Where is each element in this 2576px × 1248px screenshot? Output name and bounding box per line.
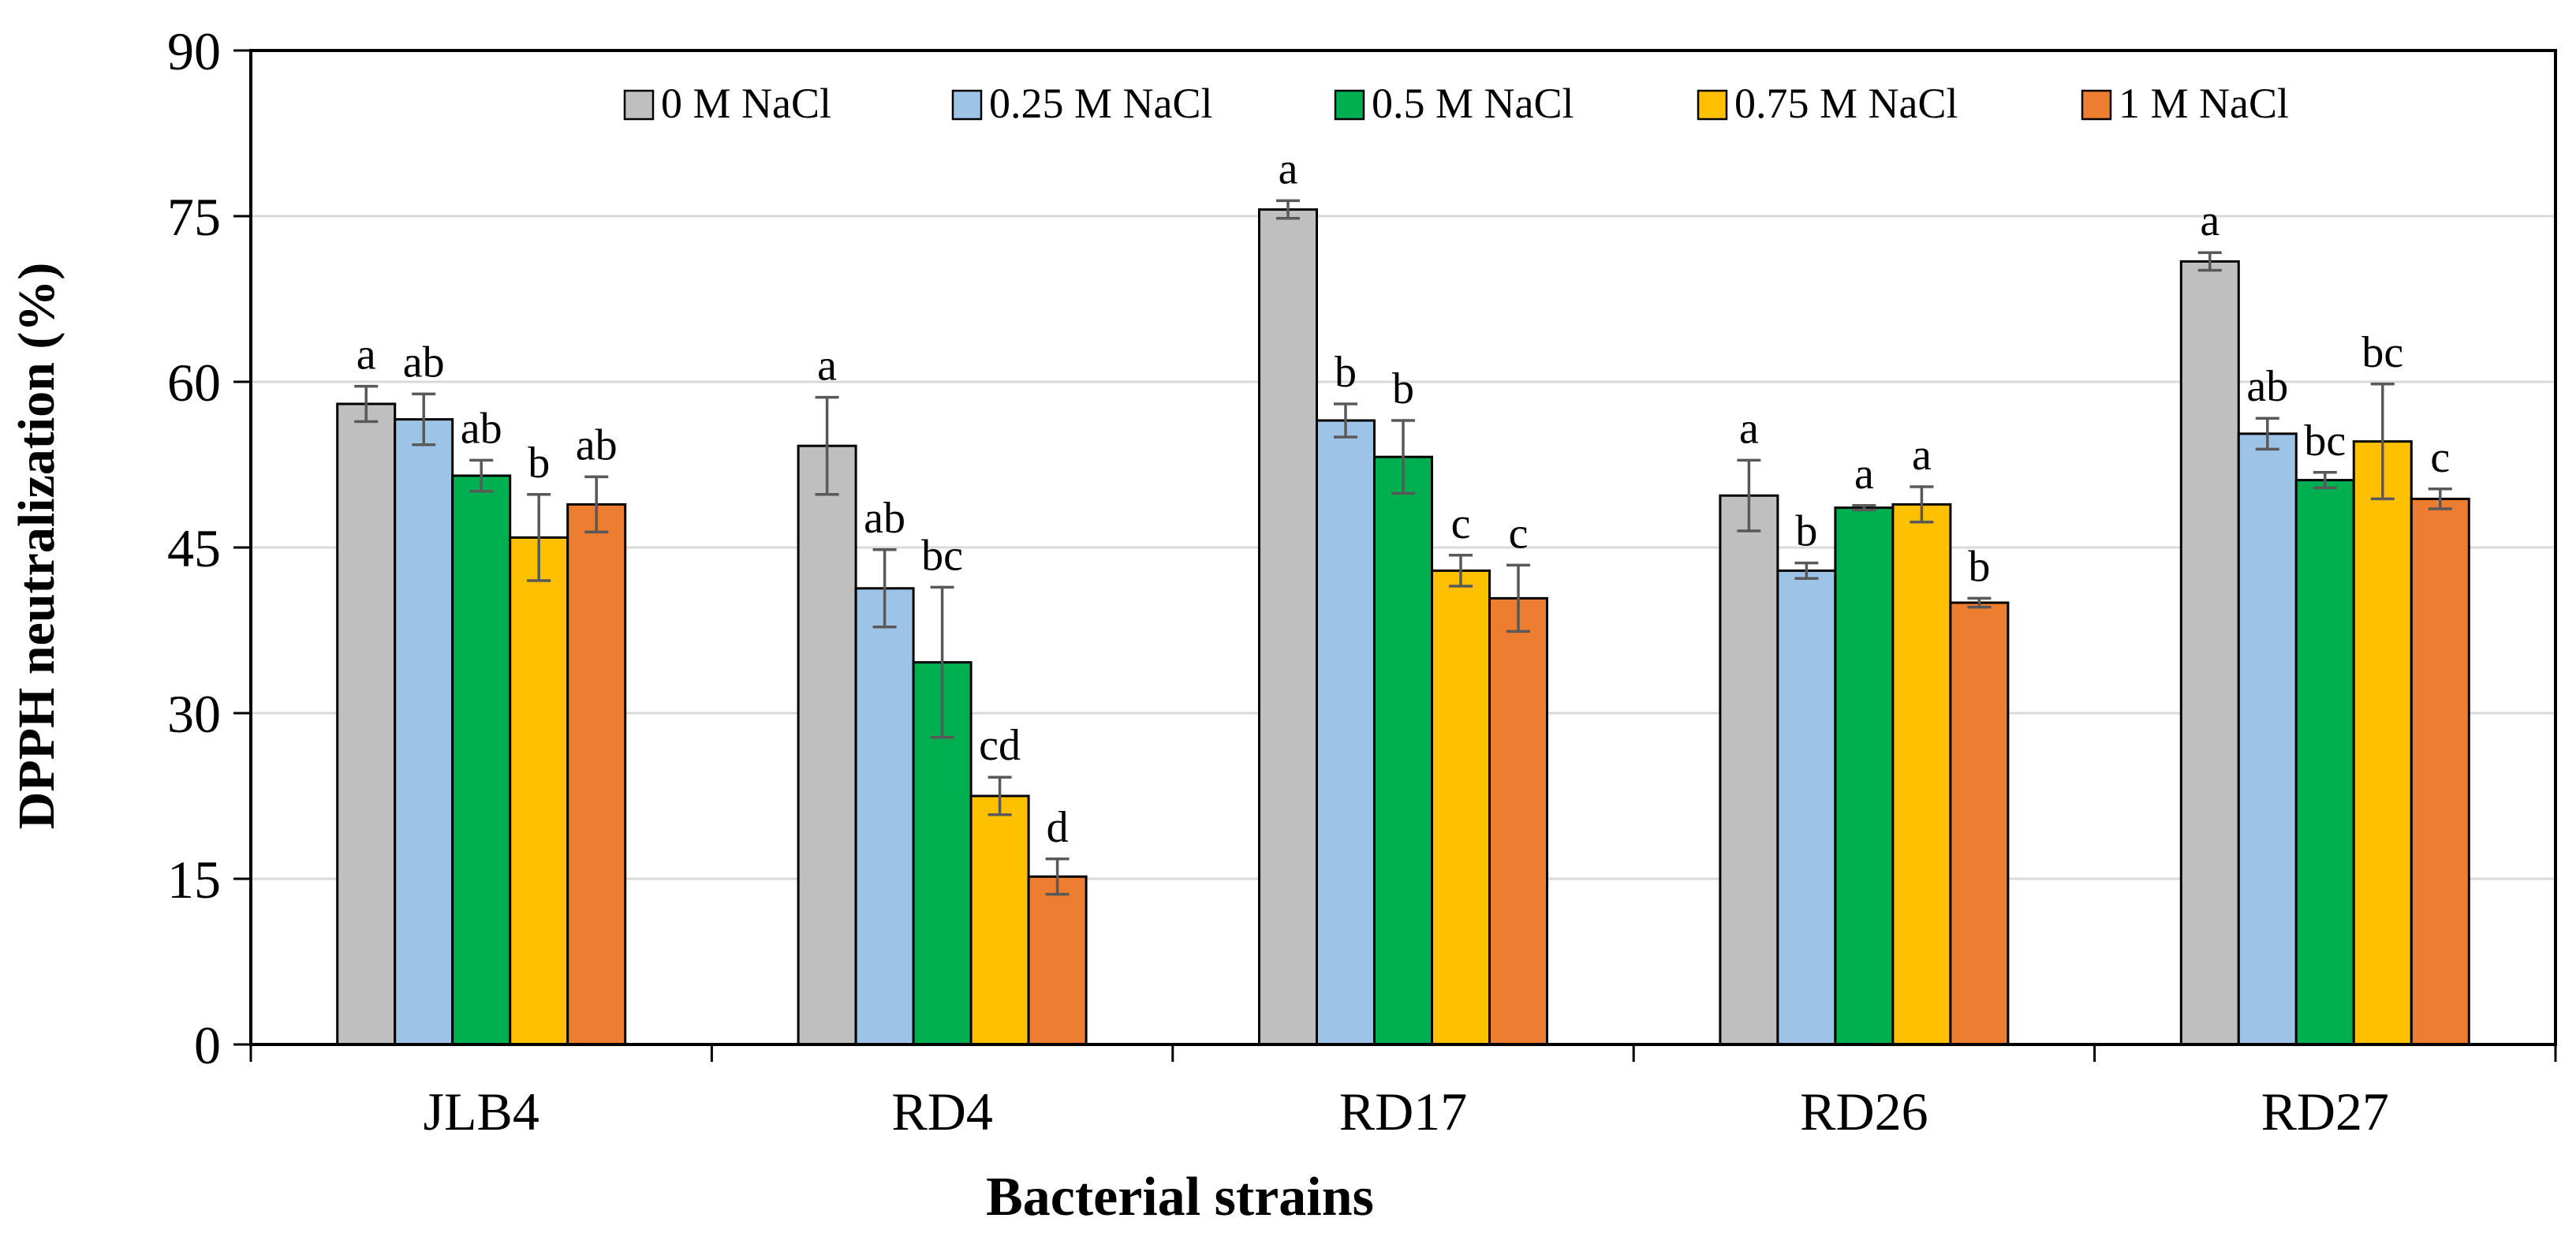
significance-label: ab (2246, 362, 2288, 411)
y-tick-label: 15 (167, 850, 221, 910)
bar (1719, 494, 1779, 1046)
y-tick-label: 45 (167, 518, 221, 578)
significance-label: bc (2304, 417, 2346, 465)
bar (2410, 497, 2470, 1046)
x-tick-label: RD26 (1800, 1082, 1928, 1142)
bar (797, 444, 857, 1046)
significance-label: cd (979, 721, 1021, 770)
legend-label: 0.75 M NaCl (1734, 80, 1958, 127)
y-tick-label: 75 (167, 187, 221, 247)
bar (1258, 208, 1318, 1046)
significance-label: b (1968, 542, 1990, 591)
legend-label: 0.5 M NaCl (1372, 80, 1574, 127)
legend-label: 1 M NaCl (2119, 80, 2289, 127)
bar (1834, 506, 1895, 1046)
significance-label: b (1392, 364, 1414, 413)
significance-label: bc (2361, 328, 2403, 377)
legend-label: 0.25 M NaCl (989, 80, 1213, 127)
x-tick-label: RD17 (1339, 1082, 1467, 1142)
bar (1316, 419, 1376, 1046)
significance-label: a (1912, 431, 1932, 480)
y-axis-title: DPPH neutralization (%) (8, 263, 65, 830)
bar (566, 503, 627, 1046)
significance-label: a (1854, 450, 1874, 499)
x-axis-title: Bacterial strains (986, 1167, 1374, 1227)
bar (1373, 455, 1433, 1046)
plot-border (249, 49, 2557, 1046)
legend-swatch (1334, 89, 1365, 121)
x-tick-label: RD4 (891, 1082, 992, 1142)
legend: 0 M NaCl 0.25 M NaCl 0.5 M NaCl 0.75 M NaCl… (623, 80, 2289, 127)
significance-label: a (1279, 144, 1298, 193)
significance-label: a (817, 342, 837, 390)
bar (969, 794, 1030, 1046)
bar (451, 474, 512, 1046)
y-tick-label: 0 (194, 1015, 221, 1075)
significance-label: ab (461, 404, 502, 453)
significance-label: a (2200, 196, 2219, 245)
legend-swatch (1697, 89, 1728, 121)
significance-label: c (1451, 499, 1471, 548)
significance-label: c (2430, 433, 2450, 482)
significance-label: ab (864, 494, 905, 543)
bar (394, 418, 454, 1046)
significance-label: c (1509, 509, 1529, 558)
significance-label: d (1047, 803, 1069, 852)
axes: 0 15 30 45 60 75 90 JLB4 RD4 RD17 RD26 RD27 (167, 21, 2557, 1142)
significance-label: b (528, 439, 550, 488)
significance-label: ab (403, 338, 445, 387)
bar (1431, 569, 1491, 1046)
bar (2237, 432, 2298, 1046)
legend-swatch (2081, 89, 2112, 121)
bar (509, 536, 569, 1046)
legend-label: 0 M NaCl (661, 80, 831, 127)
x-tick-label: JLB4 (424, 1082, 539, 1142)
bar (1488, 596, 1548, 1046)
bar (1891, 503, 1952, 1046)
legend-swatch (623, 89, 655, 121)
significance-label: bc (921, 531, 963, 580)
y-tick-label: 30 (167, 684, 221, 744)
bar (336, 402, 397, 1046)
bar (854, 587, 915, 1046)
significance-label: ab (576, 420, 618, 469)
y-tick-label: 60 (167, 353, 221, 413)
bar (2179, 260, 2240, 1046)
bar (1949, 601, 2010, 1046)
significance-label: b (1795, 507, 1817, 556)
x-tick-label: RD27 (2261, 1082, 2389, 1142)
bar (2352, 440, 2413, 1046)
legend-swatch (951, 89, 983, 121)
bar (1776, 569, 1837, 1046)
bar (1027, 875, 1088, 1046)
bar (2294, 479, 2355, 1046)
significance-label: b (1335, 348, 1357, 397)
significance-label: a (357, 331, 376, 379)
y-tick-label: 90 (167, 21, 221, 81)
significance-label: a (1739, 404, 1759, 453)
